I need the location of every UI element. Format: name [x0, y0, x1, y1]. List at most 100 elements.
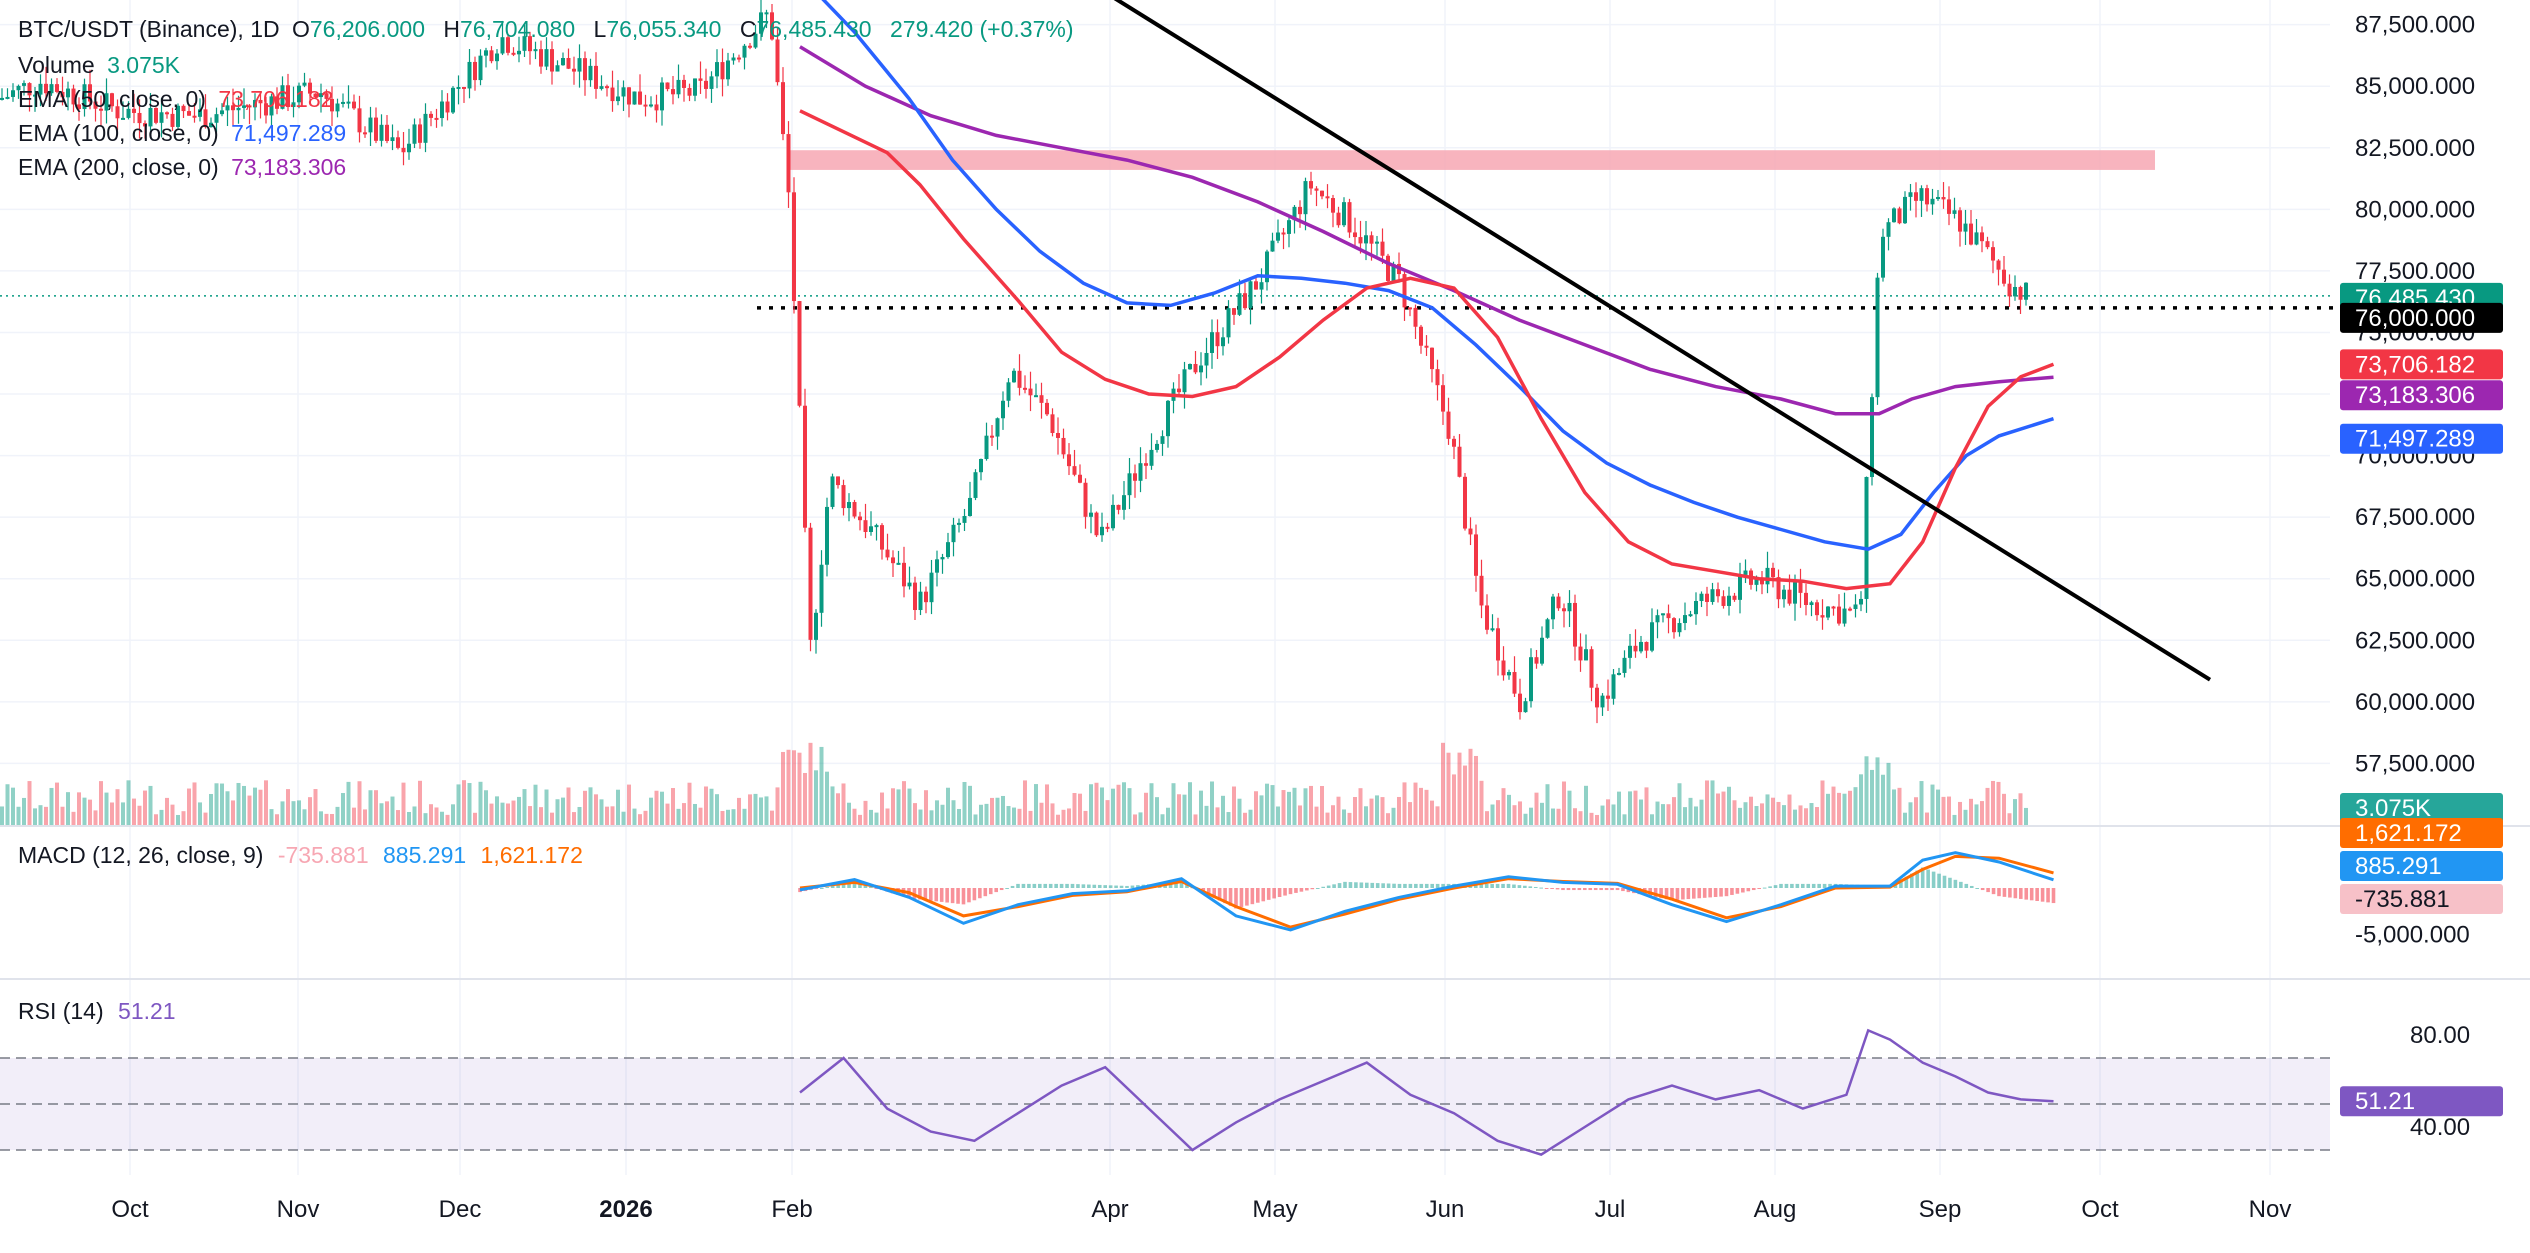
candle-body: [236, 107, 241, 111]
volume-bar: [1182, 794, 1187, 825]
volume-bar: [1127, 788, 1132, 825]
candle-body: [1727, 595, 1731, 606]
volume-bar: [1155, 797, 1159, 825]
volume-bar: [71, 811, 76, 825]
candle-body: [869, 526, 873, 532]
volume-bar: [132, 798, 136, 825]
candle-body: [973, 472, 978, 498]
volume-bar: [148, 785, 153, 825]
volume-bar: [1991, 780, 1995, 825]
volume-bar: [720, 810, 725, 825]
candle-body: [33, 94, 37, 97]
candle-body: [698, 78, 703, 81]
macd-histogram-bar: [1283, 888, 1287, 896]
candle-body: [104, 93, 109, 111]
macd-histogram-bar: [1348, 882, 1353, 888]
macd-histogram-bar: [1076, 884, 1080, 888]
candle-body: [1617, 672, 1621, 675]
candle-body: [511, 52, 516, 55]
chart-zones: [0, 150, 2335, 310]
volume-bar: [1672, 797, 1676, 825]
macd-legend[interactable]: MACD (12, 26, close, 9) -735.881 885.291…: [18, 842, 583, 868]
macd-histogram-bar: [1114, 885, 1118, 888]
macd-histogram-bar: [994, 888, 998, 893]
macd-histogram-bar: [1942, 875, 1947, 888]
candle-body: [1309, 181, 1313, 189]
candle-body: [390, 137, 395, 142]
volume-bar: [1171, 783, 1176, 825]
volume-bar: [1375, 795, 1379, 825]
macd-histogram-bar: [1375, 883, 1380, 888]
candle-body: [720, 62, 725, 80]
candle-body: [165, 112, 169, 115]
ema200-legend[interactable]: EMA (200, close, 0) 73,183.306: [18, 154, 347, 180]
volume-bar: [1974, 804, 1979, 825]
macd-histogram-bar: [1256, 888, 1260, 903]
symbol-title[interactable]: BTC/USDT (Binance), 1D: [18, 16, 280, 42]
volume-bar: [1001, 795, 1005, 825]
candle-body: [951, 524, 956, 543]
macd-histogram-bar: [1550, 888, 1554, 889]
volume-bar: [313, 789, 318, 825]
candle-body: [506, 37, 510, 53]
volume-bar: [1166, 807, 1170, 825]
volume-bar: [363, 809, 367, 825]
candle-body: [0, 97, 4, 100]
volume-bar: [1281, 790, 1286, 825]
chart-grid: [0, 0, 2530, 1175]
volume-bar: [1760, 803, 1764, 825]
candle-body: [907, 582, 912, 587]
candle-body: [1457, 446, 1462, 477]
candle-body: [1820, 615, 1825, 618]
candle-body: [731, 57, 736, 61]
candle-body: [253, 99, 257, 108]
macd-histogram-bar: [1130, 885, 1135, 888]
volume-bar: [1963, 809, 1968, 825]
volume-bar: [1193, 814, 1198, 825]
volume-bar: [22, 797, 26, 825]
macd-histogram-bar: [1523, 885, 1527, 888]
candle-body: [803, 405, 807, 528]
volume-bar: [775, 787, 780, 825]
macd-tag: 885.291: [2355, 853, 2442, 880]
macd-histogram-bar: [2040, 888, 2045, 902]
volume-bar: [181, 811, 186, 825]
time-axis-label: Nov: [2249, 1196, 2292, 1223]
candle-body: [880, 525, 884, 550]
volume-bar: [654, 790, 659, 825]
candle-body: [1501, 660, 1506, 676]
candle-body: [1963, 223, 1968, 232]
candle-body: [544, 49, 549, 67]
ema100-legend[interactable]: EMA (100, close, 0) 71,497.289: [18, 120, 347, 146]
volume-legend[interactable]: Volume 3.075K: [18, 52, 181, 78]
volume-bar: [209, 793, 213, 825]
candle-body: [313, 93, 318, 98]
rsi-legend[interactable]: RSI (14) 51.21: [18, 998, 176, 1024]
candle-body: [209, 122, 213, 128]
volume-bar: [0, 806, 4, 825]
price-axis-label: 62,500.000: [2355, 627, 2475, 654]
candle-body: [764, 12, 769, 15]
candle-body: [60, 91, 65, 98]
volume-bar: [451, 804, 455, 825]
candle-body: [1199, 365, 1203, 373]
candle-body: [275, 96, 279, 109]
macd-histogram-bar: [1621, 888, 1625, 892]
macd-histogram-bar: [2029, 888, 2034, 901]
volume-bar: [1303, 788, 1308, 825]
candle-body: [93, 101, 98, 109]
candle-body: [1941, 197, 1946, 200]
candle-body: [49, 84, 54, 94]
volume-bar: [973, 814, 978, 825]
macd-histogram-bar: [1713, 888, 1718, 898]
candle-body: [1650, 622, 1654, 651]
volume-bar: [1573, 808, 1577, 825]
ema50-legend[interactable]: EMA (50, close, 0) 73,706.182: [18, 86, 334, 112]
rsi-line: [799, 1028, 2054, 1156]
volume-bar: [979, 804, 983, 825]
candle-body: [1105, 526, 1110, 529]
candle-body: [687, 87, 692, 96]
macd-histogram-bar: [2002, 888, 2007, 897]
volume-bar: [1776, 801, 1781, 825]
